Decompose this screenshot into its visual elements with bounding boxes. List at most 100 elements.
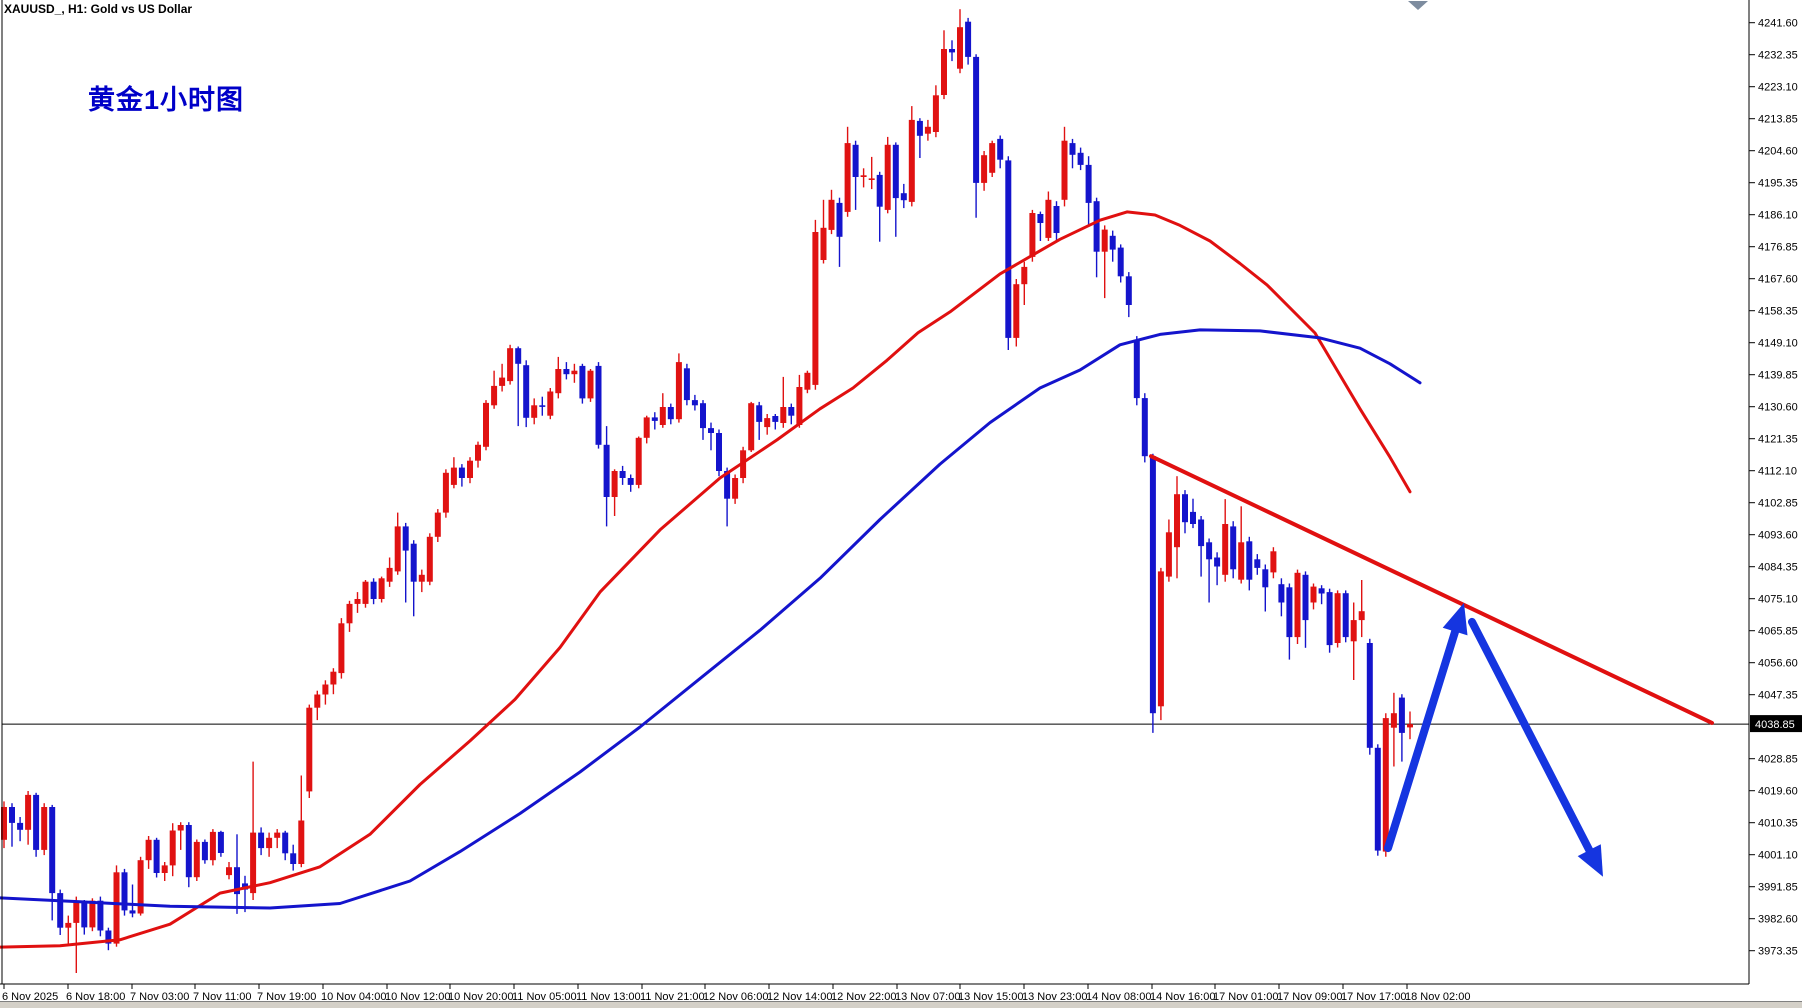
candle-body [844,143,851,212]
candle-body [997,138,1004,160]
candle-body [97,900,104,931]
candle-body [394,526,401,572]
candle-body [1190,511,1196,524]
price-tick-label: 4075.10 [1758,594,1798,606]
price-tick-label: 4241.60 [1758,18,1798,30]
ma-fast-red-line[interactable] [0,210,1412,949]
price-scale[interactable]: 4241.60 4232.35 4223.10 4213.85 4204.60 4195.… [1749,18,1798,958]
price-tick-label: 3973.35 [1758,946,1798,958]
candle-body [378,578,385,599]
candle-body [1246,541,1253,580]
candle-body [1061,140,1068,200]
candle-body [908,119,915,202]
annotation-title[interactable]: 黄金1小时图 [88,85,245,115]
candle-body [828,199,835,230]
candle-body [1350,620,1357,642]
candle-body [1206,542,1213,560]
candle-body [1174,494,1180,548]
candle-body [65,922,72,928]
candle-body [587,370,594,399]
candle-body [924,126,931,134]
scroll-to-end-marker[interactable] [1408,1,1428,10]
candle-body [1214,557,1221,567]
ma-slow-blue-line[interactable] [0,328,1422,910]
candle-body [185,825,192,878]
candle-body [298,820,305,864]
price-tick-label: 4047.35 [1758,690,1798,702]
candle-body [209,831,216,861]
candle-body [442,472,449,513]
price-tick-label: 4139.85 [1758,370,1798,382]
candle-body [1029,213,1036,257]
candle-body [491,385,498,406]
candle-body [691,400,698,406]
candle-body [884,144,891,210]
candle-body [105,930,112,944]
bid-price-box [1750,715,1802,733]
candle-body [467,460,473,478]
candle-body [643,417,650,438]
candle-body [507,348,514,382]
candle-body [1326,592,1333,646]
candle-body [266,837,273,849]
candle-body [788,407,795,416]
bid-price-box-value: 4038.85 [1755,719,1795,731]
time-tick-label: 18 Nov 02:00 [1405,991,1470,1003]
time-scale[interactable]: 6 Nov 2025 6 Nov 18:00 7 Nov 03:00 7 Nov 11… [2,984,1470,1003]
up-arrow-drawing[interactable] [1384,602,1468,853]
candle-body [1294,572,1301,638]
candle-body [1125,276,1132,305]
candle-body [651,417,658,421]
candle-body [852,144,859,177]
candle-body [1366,643,1373,748]
price-tick-label: 4065.85 [1758,626,1798,638]
candle-body [772,416,779,422]
candle-body [547,391,554,416]
candle-body [1286,587,1293,638]
candle-body [539,405,546,407]
time-tick-label: 17 Nov 09:00 [1277,991,1342,1003]
candle-body [876,174,883,207]
candle-body [314,694,321,708]
candle-body [603,444,610,497]
candle-body [949,49,955,53]
down-arrow-drawing[interactable] [1468,617,1603,877]
candle-body [627,478,634,485]
price-tick-label: 4176.85 [1758,242,1798,254]
candle-body [916,120,923,136]
candle-body [322,684,329,695]
candle-body [1077,152,1084,165]
candle-body [89,900,96,928]
candle-body [1358,611,1365,621]
time-tick-label: 14 Nov 16:00 [1150,991,1215,1003]
time-tick-label: 13 Nov 23:00 [1022,991,1087,1003]
candle-body [667,407,674,420]
candle-body [386,567,393,582]
candle-body [282,832,289,854]
candle-body [1334,593,1341,643]
candle-body [1109,235,1116,250]
time-tick-label: 17 Nov 17:00 [1341,991,1406,1003]
candle-body [338,623,345,674]
candle-body [764,418,771,428]
candle-body [941,49,947,95]
candle-body [499,377,506,386]
candle-body [1053,206,1060,233]
candle-body [145,839,152,861]
candle-body [1149,456,1156,714]
candle-body [458,467,465,478]
price-tick-label: 3982.60 [1758,914,1798,926]
price-tick-label: 4232.35 [1758,50,1798,62]
candle-body [1117,247,1124,277]
candle-body [989,143,996,173]
time-tick-label: 6 Nov 2025 [2,991,58,1003]
candle-body [1374,747,1381,851]
candle-body [1182,494,1188,523]
candle-body [193,841,200,878]
price-tick-label: 4028.85 [1758,754,1798,766]
candle-body [1342,593,1349,638]
candle-body [1069,143,1076,155]
descending-trendline[interactable] [1149,454,1714,725]
candle-body [121,872,128,911]
